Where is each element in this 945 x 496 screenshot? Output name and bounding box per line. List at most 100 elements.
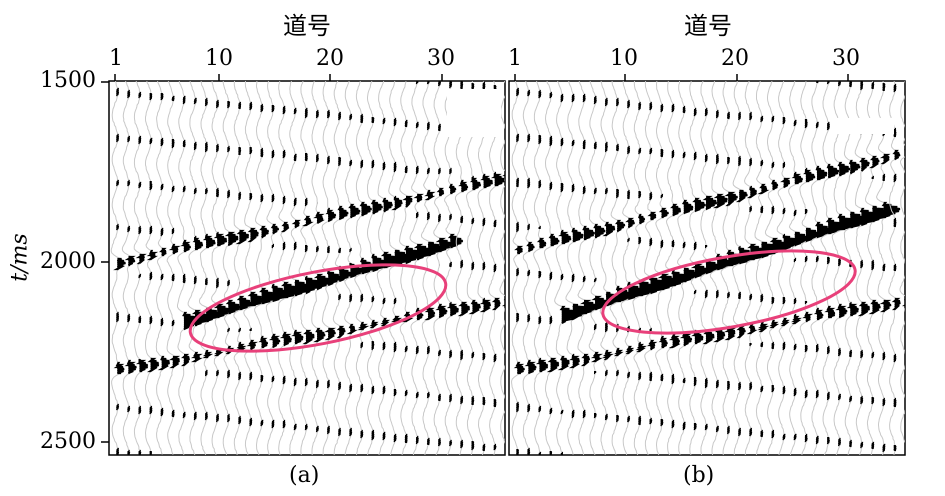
wiggle-fill	[279, 105, 302, 429]
wiggle-fill	[202, 97, 221, 421]
wiggle-fill	[679, 105, 699, 431]
wiggle-trace	[444, 81, 464, 455]
wiggle-fill	[301, 107, 323, 431]
panel-b-ticks	[514, 74, 849, 81]
wiggle-fill	[824, 81, 846, 445]
wiggle-trace	[522, 81, 537, 455]
wiggle-trace	[899, 81, 905, 455]
panel-a-highlight-ellipse	[188, 263, 448, 353]
wiggle-trace	[764, 81, 791, 455]
wiggle-fill	[602, 97, 622, 421]
panel-a-xtick-1: 1	[109, 46, 123, 71]
wiggle-trace	[433, 81, 453, 455]
wiggle-trace	[511, 81, 526, 455]
wiggle-trace	[665, 81, 690, 455]
panel-b-xtick-10: 10	[610, 46, 638, 71]
panel-b-xtick-1: 1	[508, 46, 522, 71]
y-tick-1500: 1500	[40, 68, 96, 93]
panel-b-x-title: 道号	[684, 12, 732, 40]
wiggle-fill	[313, 109, 333, 433]
wiggle-fill	[690, 107, 710, 431]
wiggle-fill	[891, 83, 901, 452]
wiggle-trace	[210, 81, 231, 455]
panel-a-ticks	[114, 74, 443, 81]
wiggle-fill	[668, 103, 690, 429]
wiggle-trace	[499, 81, 505, 455]
wiggle-trace	[233, 81, 253, 455]
panel-b-highlight-ellipse	[601, 249, 857, 335]
wiggle-fill	[268, 105, 291, 429]
wiggle-fill	[336, 111, 352, 437]
panel-a-caption: (a)	[289, 463, 320, 488]
wiggle-fill	[901, 85, 905, 453]
wiggle-fill	[135, 91, 148, 455]
wiggle-fill	[424, 81, 443, 446]
wiggle-fill	[757, 115, 781, 438]
wiggle-trace	[309, 81, 333, 455]
wiggle-fill	[657, 103, 681, 427]
panel-a-xtick-20: 20	[316, 46, 344, 71]
wiggle-trace	[121, 81, 137, 455]
wiggle-fill	[635, 101, 659, 426]
panel-b-caption: (b)	[683, 463, 715, 488]
wiggle-fill	[590, 95, 610, 419]
wiggle-trace	[254, 81, 279, 455]
wiggle-trace	[831, 81, 859, 455]
wiggle-fill	[291, 107, 313, 431]
wiggle-fill	[413, 81, 434, 445]
wiggle-fill	[235, 101, 253, 425]
wiggle-fill	[546, 91, 560, 455]
y-tick-2500: 2500	[40, 429, 96, 454]
wiggle-trace	[609, 81, 635, 455]
wiggle-trace	[243, 81, 266, 455]
wiggle-trace	[754, 81, 782, 455]
wiggle-fill	[802, 81, 821, 443]
wiggle-fill	[769, 115, 790, 439]
panel-a-xtick-30: 30	[427, 46, 455, 71]
wiggle-fill	[113, 87, 126, 455]
wiggle-fill	[813, 81, 833, 445]
wiggle-trace	[298, 81, 324, 455]
wiggle-trace	[265, 81, 291, 455]
wiggle-fill	[258, 103, 278, 427]
wiggle-trace	[720, 81, 747, 455]
wiggle-fill	[557, 93, 580, 455]
wiggle-trace	[321, 81, 342, 455]
wiggle-fill	[246, 101, 265, 427]
wiggle-fill	[702, 107, 721, 431]
panel-b-xtick-30: 30	[832, 46, 860, 71]
wiggle-fill	[157, 93, 170, 455]
panel-a-frame	[108, 80, 506, 456]
wiggle-fill	[791, 119, 810, 441]
wiggle-trace	[632, 81, 659, 455]
wiggle-trace	[731, 81, 759, 455]
wiggle-fill	[369, 117, 389, 441]
wiggle-trace	[643, 81, 671, 455]
wiggle-trace	[620, 81, 648, 455]
panel-b-blank-patch	[832, 118, 894, 134]
wiggle-trace	[287, 81, 314, 455]
wiggle-trace	[654, 81, 681, 455]
y-axis-ticks	[101, 81, 109, 443]
panel-a-blank-patch	[447, 89, 501, 137]
y-tick-2000: 2000	[40, 249, 96, 274]
wiggle-fill	[524, 89, 537, 455]
panel-a-xtick-10: 10	[205, 46, 233, 71]
wiggle-trace	[222, 81, 242, 455]
panel-b-section	[508, 74, 906, 456]
wiggle-fill	[780, 117, 800, 441]
wiggle-fill	[168, 95, 181, 455]
wiggle-trace	[277, 81, 303, 455]
wiggle-trace	[743, 81, 771, 455]
panel-b-xtick-20: 20	[721, 46, 749, 71]
wiggle-fill	[535, 89, 548, 455]
wiggle-fill	[724, 111, 746, 435]
wiggle-fill	[712, 109, 733, 433]
wiggle-fill	[124, 89, 137, 455]
wiggle-fill	[513, 87, 525, 455]
wiggle-trace	[843, 81, 871, 455]
wiggle-fill	[435, 81, 453, 447]
wiggle-fill	[380, 117, 402, 441]
wiggle-fill	[646, 101, 671, 425]
